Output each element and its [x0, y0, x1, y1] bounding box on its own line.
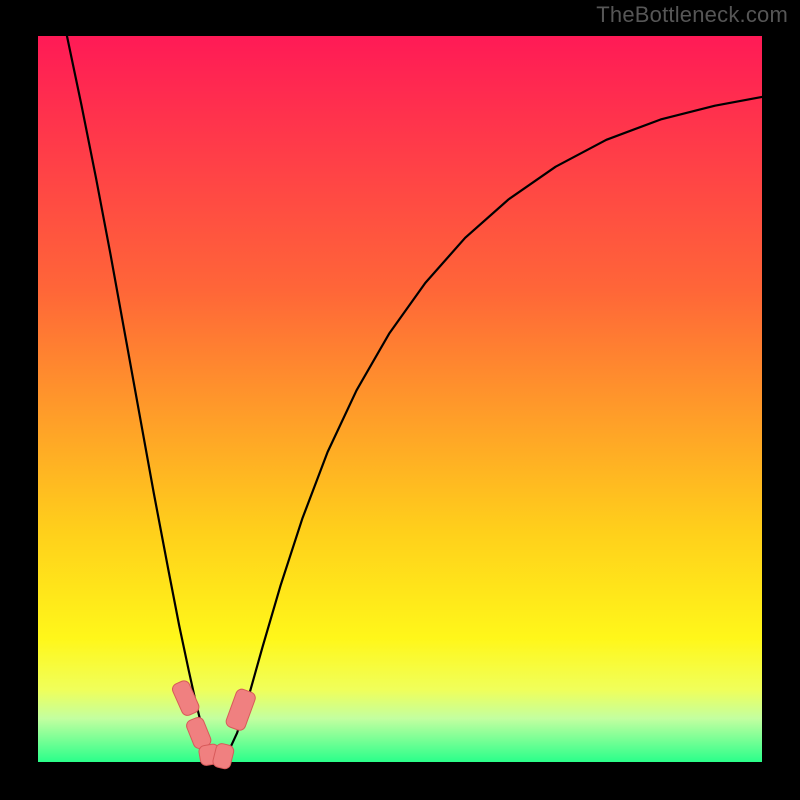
outer-frame: TheBottleneck.com: [0, 0, 800, 800]
bottleneck-curve: [67, 36, 762, 761]
marker-0: [171, 679, 201, 717]
curve-layer: [0, 0, 800, 800]
marker-4: [224, 688, 256, 732]
watermark-text: TheBottleneck.com: [596, 2, 788, 28]
